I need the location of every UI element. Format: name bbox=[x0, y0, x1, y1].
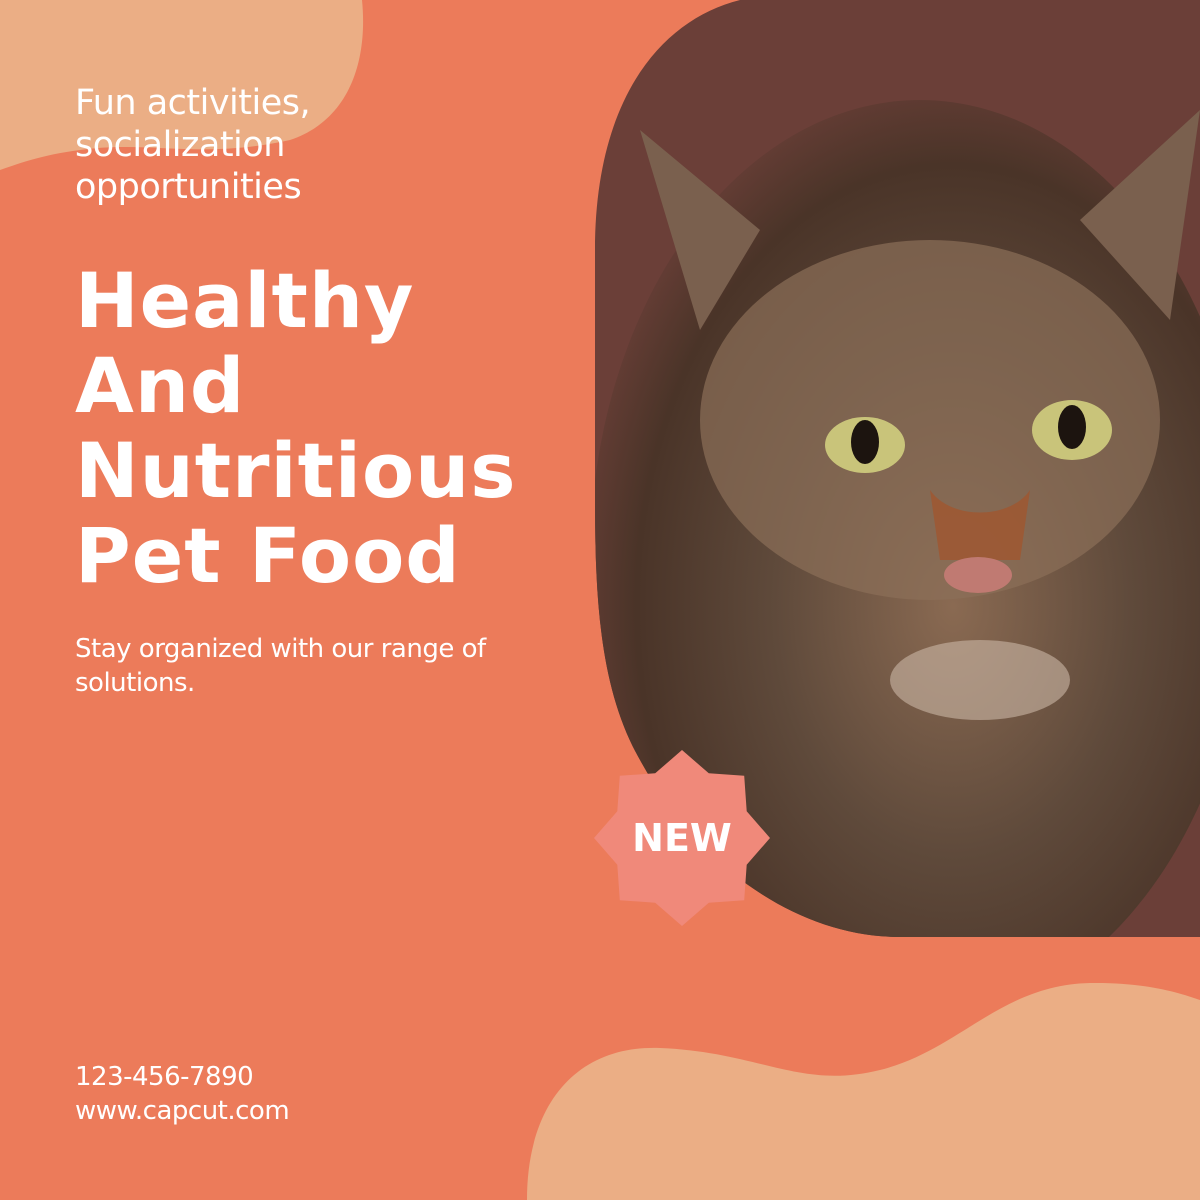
bottom-right-blob bbox=[527, 982, 1200, 1200]
starburst-badge-icon bbox=[594, 750, 770, 926]
new-badge-label: NEW bbox=[632, 816, 732, 860]
headline: Healthy And Nutritious Pet Food bbox=[75, 258, 517, 598]
new-badge: NEW bbox=[594, 750, 770, 926]
headline-line: Healthy bbox=[75, 256, 415, 345]
cat-photo bbox=[595, 0, 1200, 937]
tagline-line: Fun activities, bbox=[75, 83, 311, 123]
nose bbox=[944, 557, 1012, 593]
website-link[interactable]: www.capcut.com bbox=[75, 1096, 290, 1126]
tagline-line: opportunities bbox=[75, 167, 302, 207]
tagline-line: socialization bbox=[75, 125, 285, 165]
top-left-blob bbox=[0, 0, 364, 170]
headline-line: And bbox=[75, 341, 246, 430]
tagline: Fun activities, socialization opportunit… bbox=[75, 82, 311, 208]
headline-line: Pet Food bbox=[75, 511, 461, 600]
contact-info: 123-456-7890 www.capcut.com bbox=[75, 1060, 290, 1128]
subtitle: Stay organized with our range of solutio… bbox=[75, 634, 486, 698]
headline-line: Nutritious bbox=[75, 426, 517, 515]
phone-number: 123-456-7890 bbox=[75, 1062, 254, 1092]
